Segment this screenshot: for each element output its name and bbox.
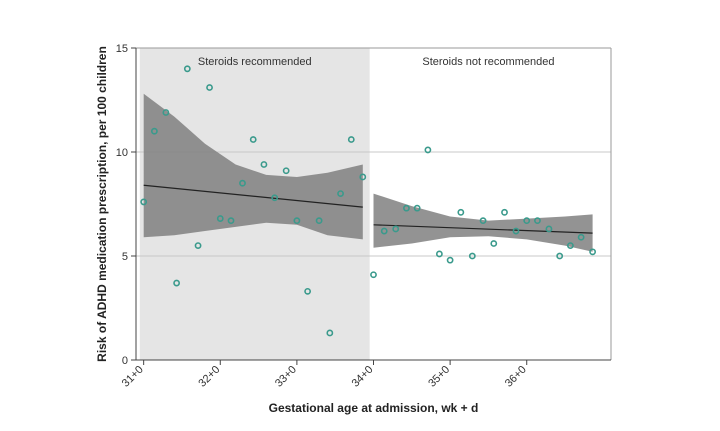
fit-line-series-1	[373, 224, 593, 234]
data-point-s0-8	[227, 217, 235, 225]
data-point-s1-13	[512, 227, 520, 235]
data-point-s0-14	[293, 217, 301, 225]
data-point-s1-14	[523, 217, 531, 225]
data-point-s0-18	[337, 190, 344, 197]
data-point-s1-0	[370, 271, 377, 279]
data-point-s1-3	[403, 204, 410, 212]
data-point-s1-11	[490, 240, 498, 247]
data-point-s0-13	[282, 167, 290, 175]
data-point-s1-19	[577, 233, 585, 241]
data-point-s1-18	[566, 242, 574, 249]
data-point-s1-15	[534, 217, 541, 225]
data-point-s1-7	[446, 256, 454, 264]
y-axis-title: Risk of ADHD medication prescription, pe…	[95, 46, 109, 362]
data-point-s0-0	[140, 198, 148, 206]
data-point-s0-2	[162, 109, 170, 116]
data-point-s1-17	[556, 252, 564, 260]
y-tick-label-1: 5	[122, 251, 128, 263]
data-point-s0-6	[206, 84, 213, 91]
y-tick-label-2: 10	[116, 147, 128, 159]
fit-lines-layer	[143, 184, 593, 234]
points-layer	[140, 65, 597, 337]
data-point-s0-12	[271, 194, 279, 202]
data-point-s0-1	[150, 127, 158, 135]
data-point-s0-11	[260, 161, 268, 168]
ci-band-series-0	[143, 93, 363, 240]
data-point-s1-4	[413, 204, 421, 212]
data-point-s1-12	[501, 208, 508, 216]
data-point-s0-16	[315, 217, 323, 225]
y-tick-label-0: 0	[122, 355, 128, 367]
region-label-0: Steroids recommended	[198, 56, 312, 68]
data-point-s0-20	[359, 173, 367, 181]
data-point-s1-5	[424, 146, 432, 154]
data-point-s1-6	[435, 250, 443, 258]
fit-line-series-0	[143, 184, 363, 208]
x-axis-title: Gestational age at admission, wk + d	[269, 401, 479, 415]
data-point-s1-20	[589, 248, 597, 256]
data-point-s1-9	[468, 252, 476, 260]
data-point-s1-16	[545, 225, 553, 233]
y-tick-label-3: 15	[116, 43, 128, 55]
data-point-s0-4	[183, 65, 191, 73]
axes-layer	[131, 47, 612, 365]
data-point-s1-8	[457, 208, 465, 216]
data-point-s0-5	[194, 242, 202, 249]
data-point-s0-3	[173, 279, 181, 287]
data-point-s0-7	[216, 215, 224, 222]
data-point-s0-17	[326, 329, 334, 337]
data-point-s0-19	[347, 136, 355, 143]
data-point-s1-10	[479, 217, 487, 225]
data-point-s0-10	[249, 136, 257, 143]
region-label-1: Steroids not recommended	[422, 56, 554, 68]
data-point-s1-1	[380, 227, 388, 235]
data-point-s0-9	[239, 179, 246, 187]
data-point-s0-15	[304, 287, 312, 295]
data-point-s1-2	[392, 225, 400, 233]
